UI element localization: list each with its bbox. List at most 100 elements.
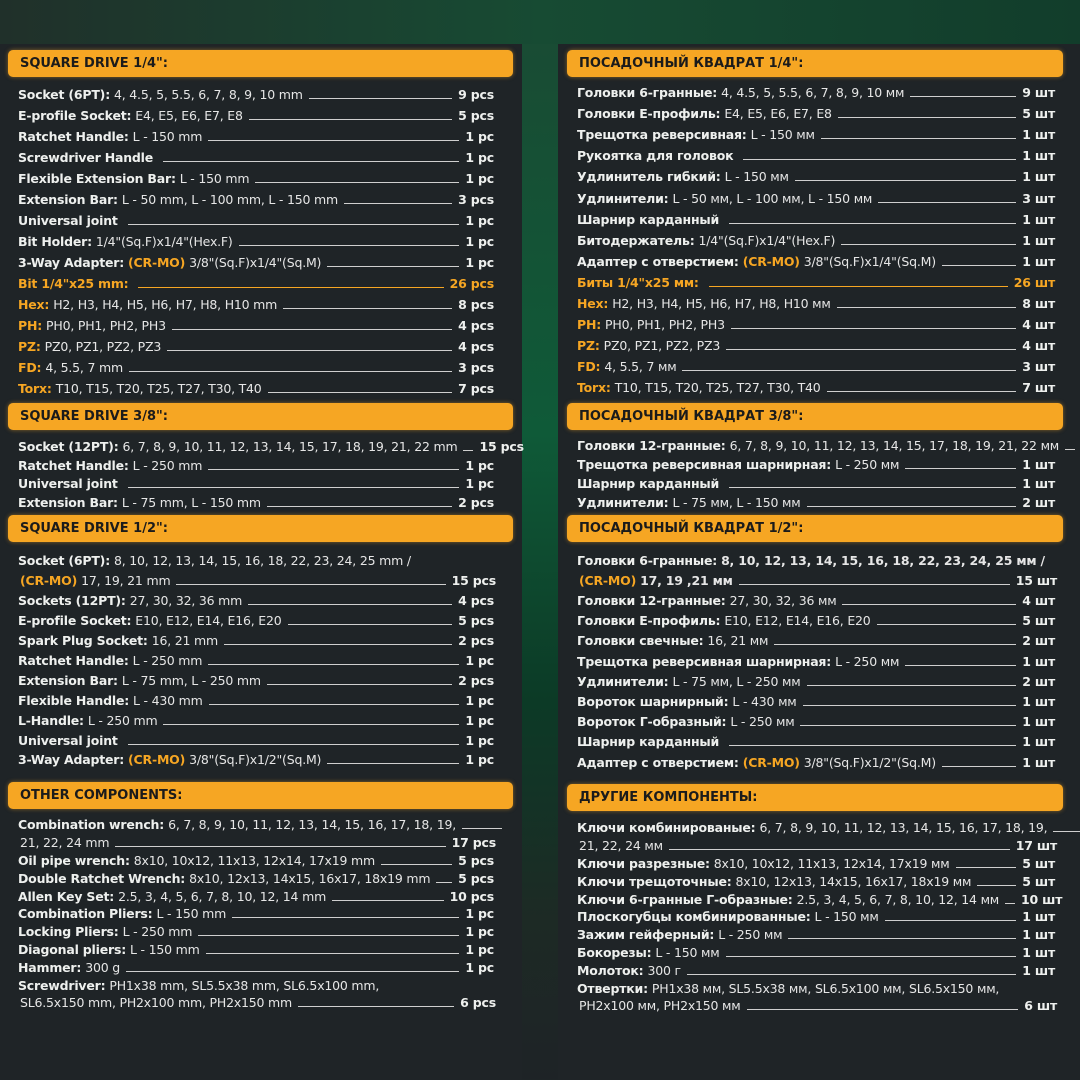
- item-label: PZ:: [18, 339, 41, 354]
- leader-line: [884, 920, 1017, 922]
- leader-line: [876, 624, 1017, 626]
- list-item: PH: PH0, PH1, PH2, PH3 4 шт: [577, 314, 1055, 335]
- item-spec: L - 250 мм: [835, 653, 900, 669]
- item-spec: 27, 30, 32, 36 mm: [129, 593, 243, 609]
- list-item: Ratchet Handle: L - 250 mm 1 pc: [18, 651, 494, 671]
- leader-line: [248, 119, 453, 120]
- item-quantity: 15 pcs: [451, 573, 497, 589]
- list-item: Головки 6-гранные: 8, 10, 12, 13, 14, 15,…: [577, 550, 1055, 570]
- item-quantity: 8 шт: [1022, 296, 1055, 312]
- item-quantity: 2 шт: [1022, 495, 1055, 510]
- list-item: Адаптер с отверстием: (CR-MO) 3/8"(Sq.F)x1…: [577, 251, 1055, 272]
- list-item: Головки 6-гранные: 4, 4.5, 5, 5.5, 6, 7, …: [577, 82, 1055, 103]
- list-item: Удлинители: L - 50 мм, L - 100 мм, L - 15…: [577, 188, 1055, 209]
- item-quantity: 15 шт: [1015, 572, 1057, 588]
- leader-line: [344, 203, 453, 204]
- item-quantity: 5 шт: [1022, 613, 1055, 629]
- list-item: Плоскогубцы комбинированные: L - 150 мм 1 …: [577, 908, 1055, 926]
- item-quantity: 1 pc: [465, 924, 494, 940]
- item-spec: L - 150 mm: [156, 906, 227, 922]
- leader-line: [198, 935, 460, 937]
- leader-line: [686, 973, 1017, 975]
- list-item: Combination Pliers: L - 150 mm 1 pc: [18, 905, 494, 923]
- item-quantity: 2 шт: [1022, 633, 1055, 649]
- item-quantity: 4 шт: [1022, 338, 1055, 354]
- item-label: Головки 6-гранные:: [577, 552, 718, 568]
- item-label: Allen Key Set:: [18, 888, 115, 904]
- item-quantity: 9 pcs: [458, 87, 494, 102]
- item-label: Ключи комбинированые:: [577, 820, 756, 836]
- leader-line: [806, 684, 1017, 686]
- item-label: Трещотка реверсивная шарнирная:: [577, 653, 832, 669]
- item-quantity: 1 шт: [1022, 253, 1055, 269]
- item-quantity: 1 pc: [465, 959, 494, 975]
- item-quantity: 17 шт: [1015, 838, 1057, 854]
- list-item: 3-Way Adapter: (CR-MO) 3/8"(Sq.F)x1/2"(Sq.…: [18, 750, 494, 770]
- leader-line: [955, 866, 1017, 868]
- leader-line: [842, 603, 1017, 605]
- leader-line: [266, 505, 453, 507]
- item-spec: L - 50 mm, L - 100 mm, L - 150 mm: [121, 192, 339, 207]
- list-item: Ключи трещоточные: 8x10, 12x13, 14x15, 16…: [577, 872, 1055, 890]
- section-header: ПОСАДОЧНЫЙ КВАДРАТ 1/4":: [567, 50, 1063, 77]
- section-header: SQUARE DRIVE 3/8":: [8, 403, 513, 430]
- item-label: Ключи 6-гранные Г-образные:: [577, 891, 793, 907]
- item-label: Spark Plug Socket:: [18, 633, 148, 649]
- item-quantity: 1 шт: [1022, 734, 1055, 750]
- list-item: Extension Bar: L - 75 mm, L - 250 mm 2 pcs: [18, 670, 494, 690]
- leader-line: [327, 266, 460, 267]
- item-label: Combination wrench:: [18, 817, 165, 833]
- item-quantity: 26 pcs: [449, 276, 495, 291]
- list-item-continued: (CR-MO) 17, 19, 21 mm 15 pcs: [18, 571, 496, 591]
- list-item: Hex: H2, H3, H4, H5, H6, H7, H8, H10 mm 8 …: [18, 294, 494, 315]
- list-item: Oil pipe wrench: 8x10, 10x12, 11x13, 12x1…: [18, 852, 494, 870]
- leader-line: [837, 117, 1017, 119]
- item-spec: H2, H3, H4, H5, H6, H7, H8, H10 мм: [612, 296, 831, 312]
- list-item: Головки 12-гранные: 27, 30, 32, 36 мм 4 шт: [577, 590, 1055, 610]
- leader-line: [380, 863, 453, 865]
- item-spec: 4, 4.5, 5, 5.5, 6, 7, 8, 9, 10 mm: [114, 87, 303, 102]
- list-item: FD: 4, 5.5, 7 mm 3 pcs: [18, 357, 494, 378]
- item-label: Torx:: [18, 381, 52, 396]
- item-spec: PZ0, PZ1, PZ2, PZ3: [603, 338, 721, 354]
- item-label: PH:: [18, 318, 43, 333]
- item-label: PH:: [577, 317, 602, 333]
- leader-line: [208, 140, 460, 141]
- leader-line: [977, 884, 1017, 886]
- item-spec: T10, T15, T20, T25, T27, T30, T40: [55, 381, 262, 396]
- item-spec: L - 250 мм: [730, 714, 795, 730]
- item-spec: PH0, PH1, PH2, PH3: [605, 317, 725, 333]
- item-quantity: 1 шт: [1022, 127, 1055, 143]
- item-label: Universal joint: [18, 476, 118, 492]
- item-label: Адаптер с отверстием:: [577, 754, 739, 770]
- leader-line: [802, 704, 1017, 706]
- list-item: PZ: PZ0, PZ1, PZ2, PZ3 4 pcs: [18, 336, 494, 357]
- item-label: Удлинители:: [577, 190, 669, 206]
- leader-line: [743, 159, 1017, 161]
- leader-line: [238, 245, 460, 246]
- leader-line: [725, 955, 1017, 957]
- item-spec: E4, E5, E6, E7, E8: [135, 108, 243, 123]
- item-quantity: 1 pc: [465, 150, 494, 165]
- item-label: Hammer:: [18, 959, 82, 975]
- item-quantity: 4 pcs: [458, 593, 494, 609]
- item-quantity: 1 pc: [465, 652, 494, 668]
- leader-line: [208, 703, 460, 705]
- item-label: Головки Е-профиль:: [577, 106, 721, 122]
- list-item: Screwdriver Handle 1 pc: [18, 147, 494, 168]
- item-quantity: 4 pcs: [458, 339, 494, 354]
- leader-line: [826, 391, 1017, 393]
- section-header: OTHER COMPONENTS:: [8, 782, 513, 809]
- item-quantity: 1 pc: [465, 171, 494, 186]
- leader-line: [836, 307, 1017, 309]
- item-spec: L - 150 мм: [655, 944, 720, 960]
- list-item: Трещотка реверсивная шарнирная: L - 250 м…: [577, 455, 1055, 474]
- list-item: Вороток шарнирный: L - 430 мм 1 шт: [577, 691, 1055, 711]
- item-quantity: 1 pc: [465, 752, 494, 768]
- item-spec: 16, 21 мм: [707, 633, 769, 649]
- item-spec: 8x10, 12x13, 14x15, 16x17, 18x19 мм: [735, 873, 972, 889]
- leader-line: [163, 723, 460, 725]
- item-spec: E10, E12, E14, E16, E20: [724, 613, 871, 629]
- list-item: Шарнир карданный 1 шт: [577, 474, 1055, 493]
- item-quantity: 6 шт: [1024, 998, 1057, 1014]
